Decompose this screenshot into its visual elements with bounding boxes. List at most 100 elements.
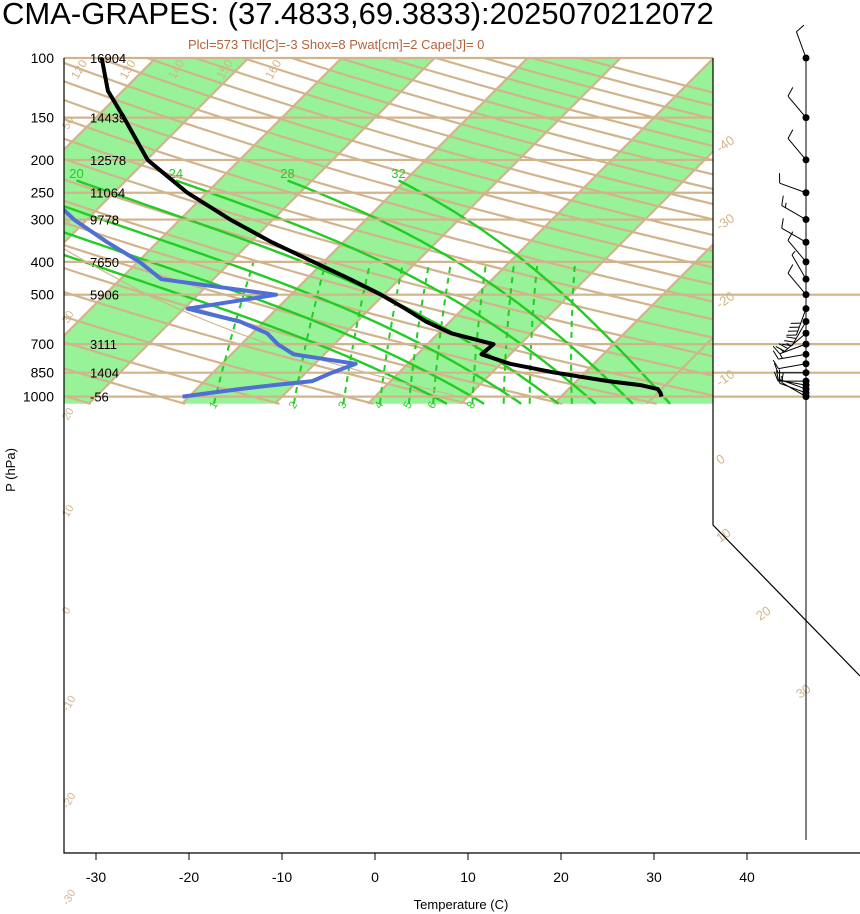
right-isotherm-label: -40 (713, 132, 737, 155)
wind-barb-feather (775, 346, 785, 352)
theta-label: 120 (68, 57, 90, 82)
wind-barb-feather (778, 343, 789, 349)
moist-adiabat (64, 179, 522, 405)
dry-adiabat (64, 58, 860, 405)
isotherm-line (64, 58, 157, 405)
wind-barb-feather (787, 264, 794, 274)
pressure-label: 200 (31, 152, 55, 168)
wind-barb-half-feather (791, 250, 796, 256)
dry-adiabat (64, 58, 860, 405)
pressure-label: 700 (31, 336, 55, 352)
wind-barb-half-feather (784, 202, 787, 208)
mixing-ratio-line (342, 261, 372, 404)
wind-barb-staff (781, 205, 807, 220)
mixing-ratio-lines (212, 261, 577, 405)
wind-barb-feather (775, 370, 779, 381)
right-isotherm-label: -30 (713, 210, 737, 233)
parcel-line (64, 180, 459, 398)
x-tick-label: -20 (179, 869, 199, 885)
moist-adiabat-label: 32 (391, 166, 405, 181)
moist-adiabat (175, 179, 597, 405)
y-axis-label: P (hPa) (3, 448, 18, 492)
wind-barb-staff (795, 31, 807, 59)
pressure-label: 400 (31, 254, 55, 270)
wind-barb-feather (772, 359, 779, 369)
mixing-ratio-line (570, 261, 577, 404)
dry-adiabat (146, 58, 860, 405)
mixing-ratio-line (502, 261, 516, 404)
height-label: 3111 (90, 337, 117, 352)
temperature-line (99, 58, 664, 398)
wind-barb-staff (784, 332, 807, 352)
wind-barb-staff (787, 95, 807, 118)
wind-barb-feather (787, 87, 794, 97)
height-label: 11064 (90, 186, 125, 201)
height-label: 9778 (90, 213, 119, 228)
pressure-label: 850 (31, 365, 55, 381)
wind-barb-feather (784, 340, 795, 343)
wind-barb-feather (786, 336, 797, 339)
wind-barb-staff (787, 138, 807, 161)
wind-barb-staff (787, 272, 807, 295)
x-tick-label: 10 (460, 869, 476, 885)
mixing-ratio-label: 5 (402, 400, 415, 411)
wind-barb-staff (781, 227, 807, 243)
dry-adiabat (64, 58, 280, 405)
left-isotherm-label: 30 (60, 309, 77, 326)
isotherm-band-lower (832, 261, 860, 404)
left-isotherm-label: -10 (60, 694, 78, 714)
wind-barb-feather (796, 24, 805, 33)
wind-barb-staff (779, 382, 807, 394)
pressure-label: 1000 (23, 389, 54, 405)
x-tick-label: 20 (553, 869, 569, 885)
axis-frame (63, 58, 860, 854)
wind-barb-feather (787, 231, 794, 241)
wind-barb-staff (778, 353, 807, 360)
left-isotherm-label: -20 (60, 791, 78, 811)
right-isotherm-label: -20 (713, 288, 737, 311)
dry-adiabat (98, 58, 860, 405)
theta-label: 160 (262, 57, 284, 82)
wind-barb-staff (787, 240, 807, 263)
wind-barb-staff (778, 363, 807, 370)
dry-adiabat (64, 58, 752, 405)
dry-adiabat (194, 58, 860, 405)
mixing-ratio-label: 8 (465, 400, 478, 411)
dewpoint-line (64, 58, 358, 399)
mixing-ratio-line (378, 261, 405, 404)
wind-barb-feather (781, 195, 784, 206)
wind-barb-feather (772, 345, 781, 355)
x-tick-label: 30 (646, 869, 662, 885)
mixing-ratio-label: 4 (373, 400, 386, 411)
chart-subtitle: Plcl=573 Tlcl[C]=-3 Shox=8 Pwat[cm]=2 Ca… (188, 37, 485, 52)
left-isotherm-label: 0 (60, 605, 73, 616)
mixing-ratio-line (471, 261, 488, 404)
wind-barb-staff (781, 382, 807, 398)
wind-barb-feather (781, 218, 784, 229)
x-tick-label: -30 (86, 869, 106, 885)
height-label: 12578 (90, 153, 126, 168)
height-label: 7650 (90, 255, 119, 270)
wind-barb-half-feather (779, 353, 783, 359)
mixing-ratio-label: 6 (426, 400, 439, 411)
wind-barbs (772, 24, 810, 840)
mixing-ratio-line (432, 261, 453, 404)
dry-adiabat (64, 58, 375, 405)
height-label: -56 (90, 390, 109, 405)
height-label: 16904 (90, 51, 126, 66)
right-isotherm-label: 20 (753, 603, 773, 624)
left-isotherm-label: -30 (60, 888, 78, 908)
wind-barb-feather (787, 129, 794, 139)
mixing-ratio-label: 3 (336, 400, 349, 411)
mixing-ratio-line (407, 261, 431, 404)
wind-barb-staff (795, 308, 807, 336)
isotherm-line (64, 58, 250, 405)
wind-barb-staff (779, 343, 807, 355)
wind-barb-feather (773, 371, 779, 382)
height-label: 1404 (90, 366, 119, 381)
wind-barb-half-feather (781, 376, 784, 382)
mixing-ratio-line (528, 261, 539, 404)
